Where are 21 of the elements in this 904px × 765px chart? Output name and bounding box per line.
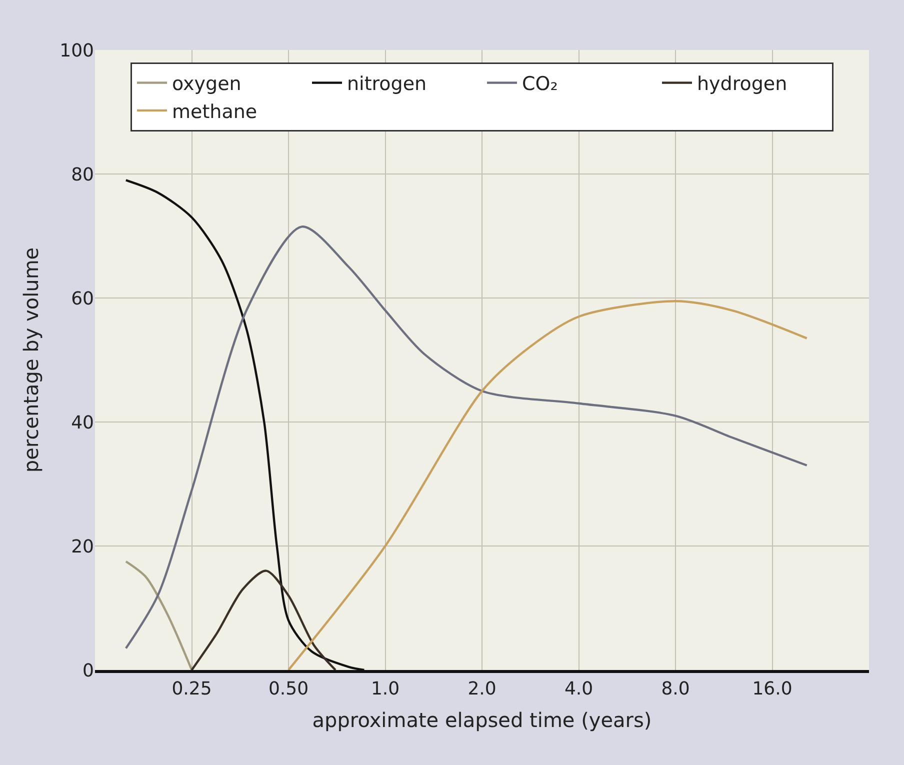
legend-label: methane — [172, 100, 258, 123]
legend-label: hydrogen — [697, 73, 788, 96]
x-tick-label: 1.0 — [370, 678, 400, 700]
x-tick-label: 4.0 — [564, 678, 594, 700]
y-tick-label: 60 — [71, 288, 94, 310]
x-tick-label: 2.0 — [468, 678, 496, 700]
x-axis-title: approximate elapsed time (years) — [312, 708, 652, 732]
x-tick-label: 0.25 — [172, 678, 212, 700]
legend-label: nitrogen — [347, 73, 427, 96]
y-tick-label: 0 — [82, 660, 94, 682]
y-tick-label: 40 — [71, 412, 94, 434]
x-tick-label: 0.50 — [268, 678, 309, 700]
x-tick-label: 8.0 — [661, 678, 690, 700]
x-tick-label: 16.0 — [752, 678, 792, 700]
y-tick-label: 80 — [71, 164, 94, 186]
y-tick-label: 100 — [60, 40, 94, 62]
y-axis-title: percentage by volume — [19, 247, 44, 473]
y-tick-label: 20 — [71, 536, 94, 558]
legend-label: CO₂ — [522, 73, 558, 96]
legend-label: oxygen — [172, 73, 242, 96]
line-series — [124, 560, 193, 670]
